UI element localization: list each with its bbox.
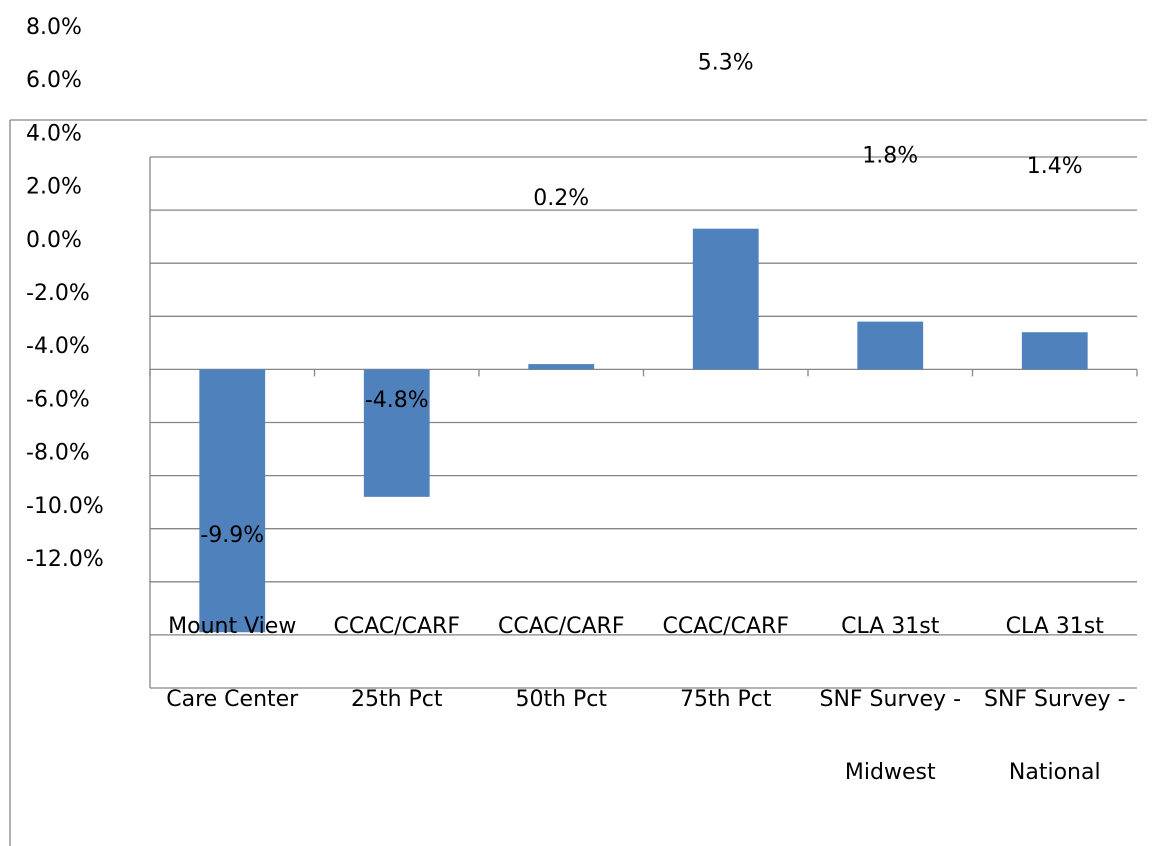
x-tick-label: SNF Survey - xyxy=(984,687,1126,712)
data-label: 1.4% xyxy=(1027,154,1083,179)
y-tick-label: 4.0% xyxy=(26,121,82,146)
data-label: -4.8% xyxy=(365,388,429,413)
bar xyxy=(363,369,430,497)
y-tick-label: -6.0% xyxy=(26,387,90,412)
y-tick-label: 8.0% xyxy=(26,15,82,40)
x-tick-label: CCAC/CARF xyxy=(498,614,625,639)
x-tick-label: 75th Pct xyxy=(680,687,772,712)
y-tick-label: -4.0% xyxy=(26,334,90,359)
x-tick-label: Care Center xyxy=(166,687,299,712)
bar xyxy=(1021,332,1088,370)
y-tick-label: -12.0% xyxy=(26,547,104,572)
data-label: -9.9% xyxy=(200,523,264,548)
y-tick-label: -2.0% xyxy=(26,281,90,306)
x-tick-label: CLA 31st xyxy=(1006,614,1105,639)
x-tick-label: CCAC/CARF xyxy=(333,614,460,639)
y-tick-label: 6.0% xyxy=(26,68,82,93)
bar xyxy=(857,321,924,370)
data-label: 5.3% xyxy=(698,51,754,76)
x-tick-label: SNF Survey - xyxy=(819,687,961,712)
y-tick-label: -10.0% xyxy=(26,494,104,519)
y-tick-label: 2.0% xyxy=(26,175,82,200)
x-tick-label: 25th Pct xyxy=(351,687,443,712)
y-tick-label: -8.0% xyxy=(26,441,90,466)
x-tick-label: CCAC/CARF xyxy=(662,614,789,639)
x-tick-label: Mount View xyxy=(168,614,296,639)
x-tick-label: Midwest xyxy=(845,760,936,785)
bar xyxy=(692,228,759,370)
x-tick-label: CLA 31st xyxy=(841,614,940,639)
data-label: 0.2% xyxy=(533,186,589,211)
y-tick-label: 0.0% xyxy=(26,228,82,253)
bar xyxy=(528,364,595,370)
bar xyxy=(199,369,266,633)
data-label: 1.8% xyxy=(862,144,918,169)
x-tick-label: 50th Pct xyxy=(515,687,607,712)
x-tick-label: National xyxy=(1009,760,1101,785)
